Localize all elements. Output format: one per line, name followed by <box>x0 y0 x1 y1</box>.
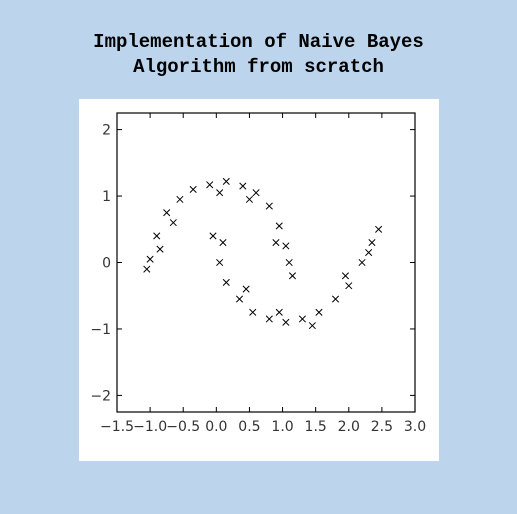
page-title: Implementation of Naive Bayes Algorithm … <box>0 30 517 80</box>
scatter-point <box>216 258 224 267</box>
scatter-point <box>308 322 316 330</box>
scatter-point <box>153 232 161 240</box>
scatter-point <box>219 239 227 247</box>
scatter-point <box>176 195 184 203</box>
scatter-point <box>163 209 171 217</box>
x-tick-label: 0.0 <box>205 419 227 435</box>
y-tick-label: 2 <box>102 123 111 139</box>
data-points <box>143 177 383 330</box>
scatter-point <box>242 285 250 293</box>
scatter-point <box>222 278 230 286</box>
x-tick-label: 3.0 <box>404 419 426 435</box>
scatter-point <box>282 242 290 250</box>
x-tick-label: −1.0 <box>133 419 167 435</box>
scatter-point <box>143 265 151 273</box>
axes: −1.5 −1.0 −0.5 0.0 0.5 1.0 1.5 2.0 2.5 3.0 −2 −1 0 1 2 <box>90 112 426 435</box>
plot-card: −1.5 −1.0 −0.5 0.0 0.5 1.0 1.5 2.0 2.5 3.0 −2 −1 0 1 2 <box>79 99 439 461</box>
scatter-point <box>265 202 273 210</box>
scatter-point <box>288 272 297 280</box>
scatter-point <box>206 181 214 189</box>
x-tick-label: 2.0 <box>338 419 360 435</box>
x-tick-label: −0.5 <box>166 419 200 435</box>
scatter-point <box>235 295 244 303</box>
x-tick-label: 0.5 <box>238 419 260 435</box>
y-tick-label: 0 <box>102 256 111 272</box>
x-tick-label: 1.5 <box>305 419 327 435</box>
scatter-point <box>341 272 350 280</box>
scatter-point <box>189 185 197 193</box>
scatter-point <box>331 295 340 303</box>
title-line-2: Algorithm from scratch <box>133 56 384 78</box>
scatter-point <box>275 222 283 230</box>
scatter-point <box>216 189 224 197</box>
scatter-point <box>315 308 323 316</box>
y-tick-label: −1 <box>90 322 111 338</box>
scatter-point <box>358 258 366 267</box>
scatter-chart: −1.5 −1.0 −0.5 0.0 0.5 1.0 1.5 2.0 2.5 3.0 −2 −1 0 1 2 <box>90 112 426 435</box>
title-line-1: Implementation of Naive Bayes <box>93 31 424 53</box>
scatter-point <box>345 282 353 290</box>
y-tick-label: 1 <box>102 189 111 205</box>
scatter-point <box>282 318 290 326</box>
scatter-point <box>209 232 217 240</box>
y-tick-label: −2 <box>90 388 111 404</box>
x-tick-label: 2.5 <box>371 419 393 435</box>
scatter-point <box>275 308 283 316</box>
scatter-point <box>265 315 273 323</box>
scatter-point <box>375 225 383 233</box>
scatter-point <box>156 245 164 253</box>
scatter-point <box>298 315 306 323</box>
scatter-point <box>272 239 280 247</box>
scatter-point <box>239 182 247 190</box>
scatter-point <box>169 219 177 227</box>
scatter-point <box>245 195 253 203</box>
x-tick-label: −1.5 <box>100 419 134 435</box>
x-tick-label: 1.0 <box>271 419 293 435</box>
scatter-point <box>249 308 257 316</box>
plot-frame <box>116 112 416 413</box>
scatter-point <box>368 239 376 247</box>
scatter-point <box>252 189 260 197</box>
scatter-point <box>146 255 154 263</box>
scatter-point <box>222 177 230 185</box>
scatter-point <box>365 248 373 257</box>
scatter-point <box>285 258 293 267</box>
